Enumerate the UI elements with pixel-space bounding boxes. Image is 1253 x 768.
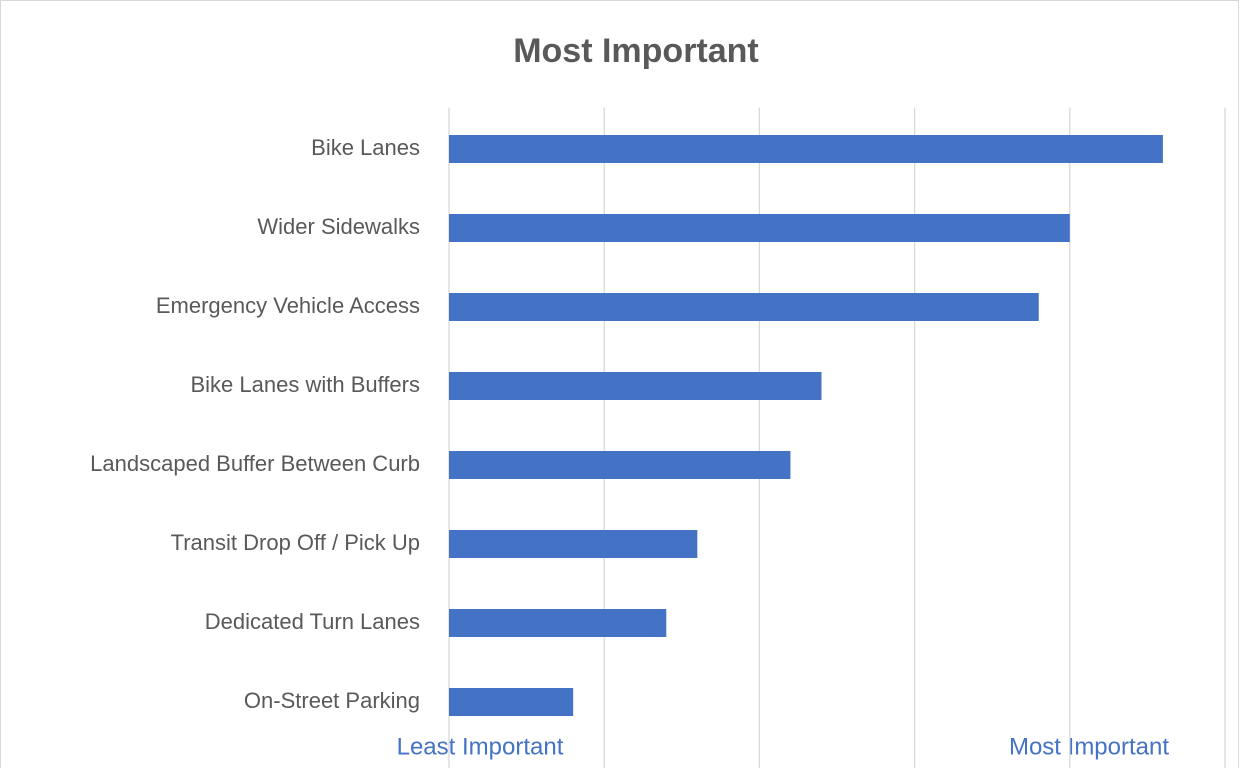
y-tick-label: Dedicated Turn Lanes <box>205 609 420 634</box>
y-tick-label: Landscaped Buffer Between Curb <box>90 451 420 476</box>
chart-title: Most Important <box>513 32 759 70</box>
y-tick-label: Bike Lanes <box>311 135 420 160</box>
bar <box>449 530 698 558</box>
y-tick-label: Bike Lanes with Buffers <box>191 372 421 397</box>
bar <box>449 688 574 716</box>
bar <box>449 293 1039 321</box>
bar <box>449 372 822 400</box>
y-tick-label: Transit Drop Off / Pick Up <box>171 530 420 555</box>
y-tick-label: Wider Sidewalks <box>257 214 420 239</box>
x-axis-label-right: Most Important <box>1009 733 1169 760</box>
x-axis-label-left: Least Important <box>397 733 564 760</box>
bar <box>449 135 1163 163</box>
y-tick-label: On-Street Parking <box>244 688 420 713</box>
bar <box>449 214 1070 242</box>
bar <box>449 451 791 479</box>
y-tick-label: Emergency Vehicle Access <box>156 293 420 318</box>
bar <box>449 609 667 637</box>
